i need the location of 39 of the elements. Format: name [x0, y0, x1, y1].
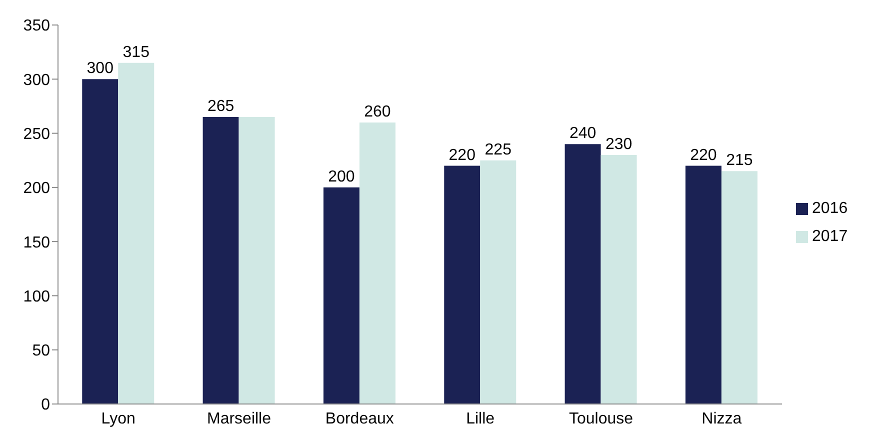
- data-label: 225: [484, 141, 512, 158]
- bar: [202, 117, 239, 404]
- x-tick-label: Lyon: [101, 410, 136, 428]
- x-tick-label: Nizza: [702, 410, 742, 428]
- x-tick-label: Lille: [466, 410, 495, 428]
- y-tick-label: 300: [23, 72, 50, 89]
- data-label: 260: [364, 103, 391, 120]
- data-label: 230: [605, 136, 632, 153]
- bar: [564, 144, 601, 404]
- data-label: 215: [726, 152, 753, 170]
- y-tick-label: 350: [23, 18, 50, 35]
- y-tick-label: 250: [23, 126, 50, 143]
- y-tick-label: 0: [41, 396, 50, 414]
- data-label: 220: [448, 146, 476, 164]
- bar: [323, 187, 360, 404]
- bar: [359, 122, 396, 404]
- legend-label: 2016: [812, 200, 848, 217]
- legend-label: 2017: [812, 228, 848, 245]
- bar: [685, 166, 722, 404]
- data-label: 200: [328, 168, 355, 186]
- bar: [600, 154, 637, 404]
- y-tick-label: 100: [23, 288, 50, 306]
- data-label: 220: [690, 146, 717, 164]
- x-tick-label: Bordeaux: [325, 410, 394, 428]
- x-tick-label: Marseille: [206, 410, 272, 428]
- y-tick-label: 200: [23, 180, 50, 198]
- x-tick-label: Toulouse: [568, 410, 634, 428]
- bar: [721, 171, 758, 404]
- data-label: 265: [207, 98, 234, 116]
- y-tick-label: 50: [32, 342, 50, 360]
- bar: [118, 62, 154, 404]
- bar: [238, 117, 275, 404]
- bar: [82, 79, 118, 404]
- data-label: 240: [569, 125, 596, 142]
- bar: [444, 166, 480, 404]
- data-label: 300: [86, 60, 114, 78]
- data-label: 315: [122, 44, 150, 61]
- bar: [480, 160, 516, 404]
- y-tick-label: 150: [23, 234, 50, 252]
